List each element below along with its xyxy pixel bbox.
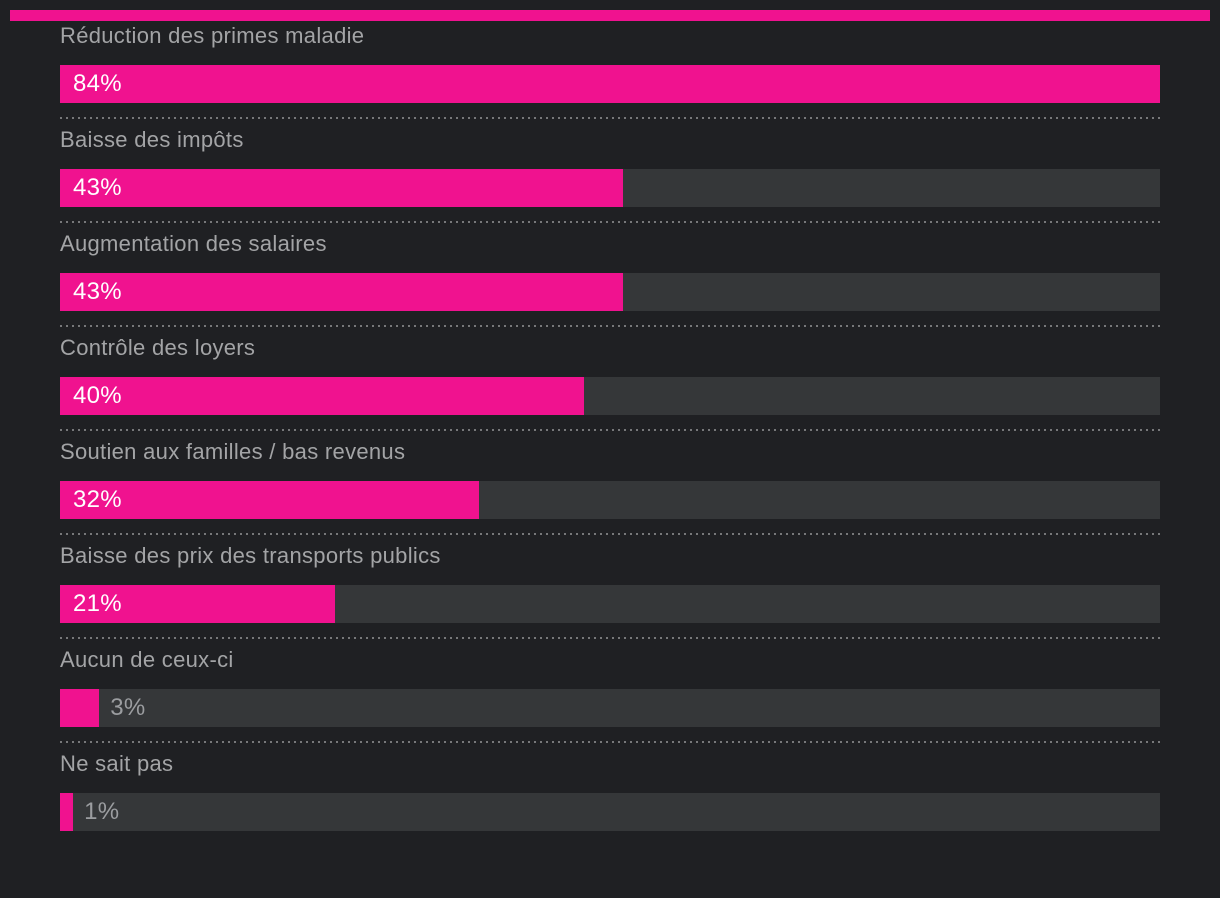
bar-row: Soutien aux familles / bas revenus 32% — [60, 438, 1160, 519]
bar-track: 3% — [60, 689, 1160, 727]
category-label: Baisse des impôts — [60, 127, 244, 152]
value-label: 3% — [110, 694, 146, 721]
bar-track: 40% — [60, 377, 1160, 415]
bar-track: 32% — [60, 481, 1160, 519]
bar-fill — [60, 273, 624, 311]
dotted-separator — [60, 429, 1160, 431]
bar-row: Baisse des impôts 43% — [60, 126, 1160, 207]
bar-track: 21% — [60, 585, 1160, 623]
bar-row: Augmentation des salaires 43% — [60, 230, 1160, 311]
bar-fill — [60, 689, 100, 727]
dotted-separator — [60, 533, 1160, 535]
bar-row: Aucun de ceux-ci 3% — [60, 646, 1160, 727]
bar-track: 43% — [60, 169, 1160, 207]
value-label: 40% — [73, 382, 122, 409]
bar-fill — [60, 65, 1160, 103]
dotted-separator — [60, 637, 1160, 639]
bar-fill — [60, 481, 480, 519]
category-label: Augmentation des salaires — [60, 231, 327, 256]
dotted-separator — [60, 741, 1160, 743]
dotted-separator — [60, 325, 1160, 327]
bar-chart: Réduction des primes maladie 84% Baisse … — [60, 22, 1160, 831]
value-label: 1% — [84, 798, 120, 825]
bar-row: Contrôle des loyers 40% — [60, 334, 1160, 415]
dotted-separator — [60, 117, 1160, 119]
bar-row: Réduction des primes maladie 84% — [60, 22, 1160, 103]
bar-fill — [60, 377, 584, 415]
value-label: 84% — [73, 70, 122, 97]
category-label: Réduction des primes maladie — [60, 23, 365, 48]
bar-track: 43% — [60, 273, 1160, 311]
category-label: Soutien aux familles / bas revenus — [60, 439, 406, 464]
value-label: 43% — [73, 278, 122, 305]
value-label: 32% — [73, 486, 122, 513]
bar-row: Baisse des prix des transports publics 2… — [60, 542, 1160, 623]
dotted-separator — [60, 221, 1160, 223]
category-label: Aucun de ceux-ci — [60, 647, 234, 672]
bar-fill — [60, 793, 74, 831]
value-label: 43% — [73, 174, 122, 201]
bar-row: Ne sait pas 1% — [60, 750, 1160, 831]
category-label: Ne sait pas — [60, 751, 174, 776]
bar-fill — [60, 585, 335, 623]
bar-track: 84% — [60, 65, 1160, 103]
category-label: Contrôle des loyers — [60, 335, 256, 360]
accent-bar — [10, 10, 1210, 21]
bar-fill — [60, 169, 624, 207]
value-label: 21% — [73, 590, 122, 617]
category-label: Baisse des prix des transports publics — [60, 543, 441, 568]
bar-track: 1% — [60, 793, 1160, 831]
